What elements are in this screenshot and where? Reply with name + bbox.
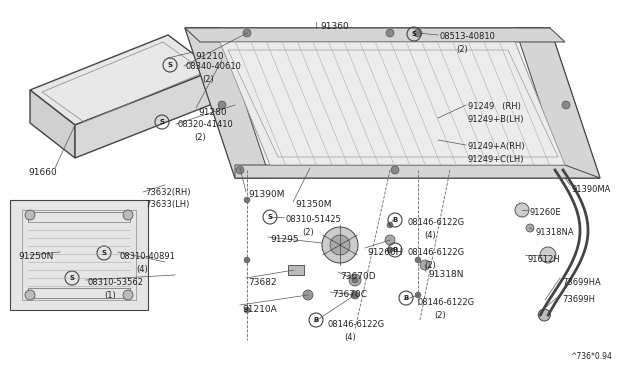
Text: 73682: 73682 <box>248 278 276 287</box>
Circle shape <box>515 203 529 217</box>
Text: 91210A: 91210A <box>242 305 276 314</box>
Polygon shape <box>30 35 215 125</box>
Circle shape <box>243 29 251 37</box>
Text: B: B <box>392 217 397 223</box>
Text: (1): (1) <box>104 291 116 300</box>
Text: (2): (2) <box>434 311 445 320</box>
Circle shape <box>236 166 244 174</box>
Text: 73670C: 73670C <box>332 290 367 299</box>
Text: 73699HA: 73699HA <box>562 278 601 287</box>
Text: 91350M: 91350M <box>295 200 332 209</box>
Text: 91260E: 91260E <box>530 208 562 217</box>
Circle shape <box>387 222 393 228</box>
Circle shape <box>391 166 399 174</box>
Text: 91250N: 91250N <box>18 252 53 261</box>
Circle shape <box>540 247 556 263</box>
Text: 08146-6122G: 08146-6122G <box>408 248 465 257</box>
Text: 91260H: 91260H <box>367 248 403 257</box>
Text: (4): (4) <box>424 231 436 240</box>
Text: (2): (2) <box>302 228 314 237</box>
Circle shape <box>322 227 358 263</box>
Text: 08146-6122G: 08146-6122G <box>418 298 475 307</box>
Text: 91390MA: 91390MA <box>572 185 611 194</box>
Text: 73633(LH): 73633(LH) <box>145 200 189 209</box>
Circle shape <box>562 101 570 109</box>
Circle shape <box>123 290 133 300</box>
Bar <box>288 265 304 275</box>
Text: 91360: 91360 <box>320 22 349 31</box>
Polygon shape <box>220 42 565 165</box>
Polygon shape <box>185 28 565 42</box>
Polygon shape <box>235 165 600 178</box>
Text: 91249+B(LH): 91249+B(LH) <box>468 115 525 124</box>
Circle shape <box>244 257 250 263</box>
Circle shape <box>244 197 250 203</box>
Text: 91660: 91660 <box>28 168 57 177</box>
Text: B: B <box>403 295 408 301</box>
Text: 91295: 91295 <box>270 235 299 244</box>
Polygon shape <box>515 28 600 178</box>
Text: 08146-6122G: 08146-6122G <box>328 320 385 329</box>
Text: (4): (4) <box>136 265 148 274</box>
Circle shape <box>352 292 358 298</box>
Text: 08513-40810: 08513-40810 <box>440 32 496 41</box>
Circle shape <box>386 29 394 37</box>
Text: 91249+A(RH): 91249+A(RH) <box>468 142 525 151</box>
Circle shape <box>349 274 361 286</box>
Circle shape <box>25 290 35 300</box>
Circle shape <box>218 101 226 109</box>
Text: 73699H: 73699H <box>562 295 595 304</box>
Text: 73632(RH): 73632(RH) <box>145 188 191 197</box>
Polygon shape <box>185 28 270 178</box>
Text: 91612H: 91612H <box>527 255 560 264</box>
Text: 73670D: 73670D <box>340 272 376 281</box>
Circle shape <box>415 257 421 263</box>
Circle shape <box>351 291 359 299</box>
Circle shape <box>420 260 430 270</box>
Text: (2): (2) <box>456 45 468 54</box>
Polygon shape <box>185 28 600 178</box>
Circle shape <box>25 210 35 220</box>
Text: 08340-40610: 08340-40610 <box>186 62 242 71</box>
Text: B: B <box>392 247 397 253</box>
Circle shape <box>385 235 395 245</box>
Text: 08320-41410: 08320-41410 <box>178 120 234 129</box>
Circle shape <box>303 290 313 300</box>
Text: B: B <box>314 317 319 323</box>
Text: S: S <box>268 214 273 220</box>
Circle shape <box>526 224 534 232</box>
Circle shape <box>538 309 550 321</box>
Text: S: S <box>70 275 74 281</box>
Circle shape <box>330 235 350 255</box>
Text: (2): (2) <box>202 75 214 84</box>
Text: 08310-53562: 08310-53562 <box>88 278 144 287</box>
Text: 91390M: 91390M <box>248 190 285 199</box>
Circle shape <box>415 292 421 298</box>
Text: 91318NA: 91318NA <box>535 228 573 237</box>
Text: S: S <box>412 31 417 37</box>
Text: 91280: 91280 <box>198 108 227 117</box>
Polygon shape <box>30 90 75 158</box>
Polygon shape <box>10 200 148 310</box>
Text: (2): (2) <box>424 261 436 270</box>
Text: 91210: 91210 <box>195 52 223 61</box>
Text: 08310-40891: 08310-40891 <box>120 252 176 261</box>
Text: 91249   (RH): 91249 (RH) <box>468 102 521 111</box>
Text: (4): (4) <box>344 333 356 342</box>
Text: ^736*0.94: ^736*0.94 <box>570 352 612 361</box>
Text: 91249+C(LH): 91249+C(LH) <box>468 155 525 164</box>
Circle shape <box>352 277 358 283</box>
Circle shape <box>123 210 133 220</box>
Circle shape <box>414 29 422 37</box>
Text: S: S <box>159 119 164 125</box>
Polygon shape <box>75 70 215 158</box>
Text: S: S <box>168 62 173 68</box>
Text: S: S <box>102 250 106 256</box>
Text: 08310-51425: 08310-51425 <box>286 215 342 224</box>
Circle shape <box>387 247 393 253</box>
Text: (2): (2) <box>194 133 205 142</box>
Text: 91318N: 91318N <box>428 270 463 279</box>
Text: 08146-6122G: 08146-6122G <box>408 218 465 227</box>
Circle shape <box>244 307 250 313</box>
